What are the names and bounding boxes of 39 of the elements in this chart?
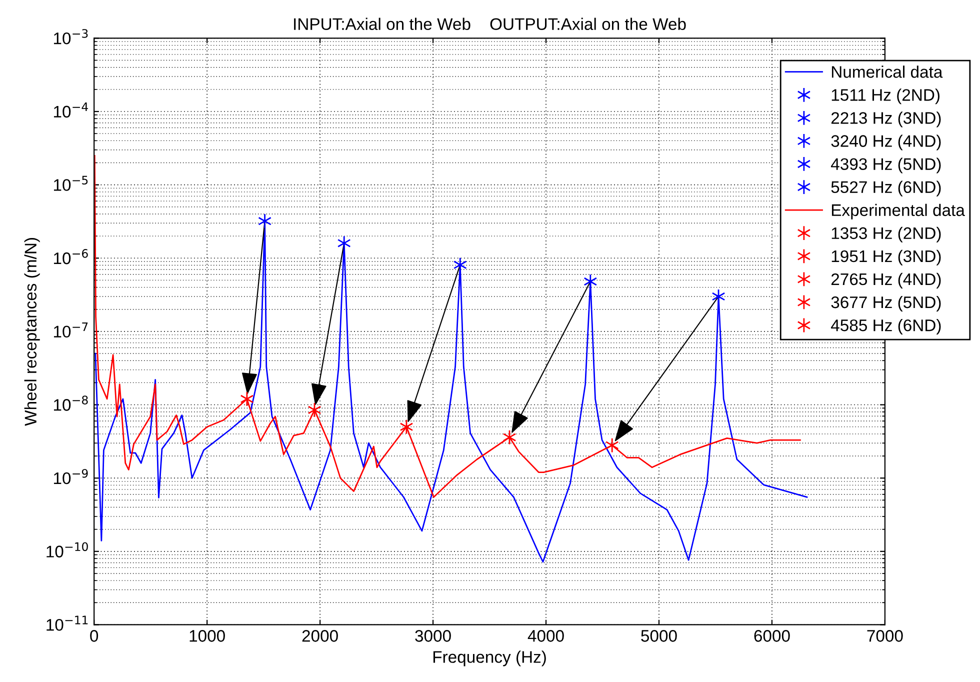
y-tick-label: 10$^{−4}$ xyxy=(54,102,88,118)
legend-label: 4393 Hz (5ND) xyxy=(830,158,941,174)
legend-label: 3240 Hz (4ND) xyxy=(831,134,941,150)
point xyxy=(258,213,272,229)
y-tick-label: 10$^{−3}$ xyxy=(54,29,88,44)
y-tick-label: 10$^{−6}$ xyxy=(54,249,88,264)
point xyxy=(453,257,467,272)
x-tick-label: 1000 xyxy=(190,630,225,642)
y-tick-label: 10$^{−7}$ xyxy=(54,322,88,338)
legend-label: Numerical data xyxy=(832,66,943,78)
y-axis-title: Wheel receptances (m/N) xyxy=(24,238,40,426)
x-tick-label: 7000 xyxy=(867,630,903,642)
legend-label: 4585 Hz (6ND) xyxy=(830,319,941,335)
point xyxy=(337,236,351,251)
y-tick-label: 10$^{−5}$ xyxy=(54,176,88,191)
legend-label: Experimental data xyxy=(832,204,965,220)
x-axis-title: Frequency (Hz) xyxy=(433,650,546,666)
chart-title: INPUT:Axial on the Web OUTPUT:Axial on the Web xyxy=(294,18,686,30)
x-tick-label: 6000 xyxy=(754,630,790,642)
legend-label: 3677 Hz (5ND) xyxy=(831,296,941,312)
x-tick-label: 5000 xyxy=(641,630,677,642)
y-tick-label: 10$^{−8}$ xyxy=(54,396,88,411)
x-tick-label: 4000 xyxy=(528,630,564,642)
legend-label: 2213 Hz (3ND) xyxy=(831,112,941,128)
x-tick-label: 2000 xyxy=(302,630,338,642)
line-series xyxy=(94,154,801,498)
legend-label: 2765 Hz (4ND) xyxy=(831,272,941,288)
legend-label: 1951 Hz (3ND) xyxy=(832,250,941,266)
point xyxy=(605,438,619,453)
legend-label: 1511 Hz (2ND) xyxy=(832,88,940,104)
y-tick-label: 10$^{−11}$ xyxy=(46,616,88,631)
x-tick-label: 3000 xyxy=(415,630,451,642)
x-tick-label: 0 xyxy=(90,630,98,642)
y-tick-label: 10$^{−9}$ xyxy=(54,468,88,484)
y-tick-label: 10$^{−10}$ xyxy=(46,542,88,558)
point xyxy=(584,274,598,290)
legend-label: 1353 Hz (2ND) xyxy=(832,226,941,242)
legend-label: 5527 Hz (6ND) xyxy=(831,180,941,196)
point xyxy=(240,391,254,407)
